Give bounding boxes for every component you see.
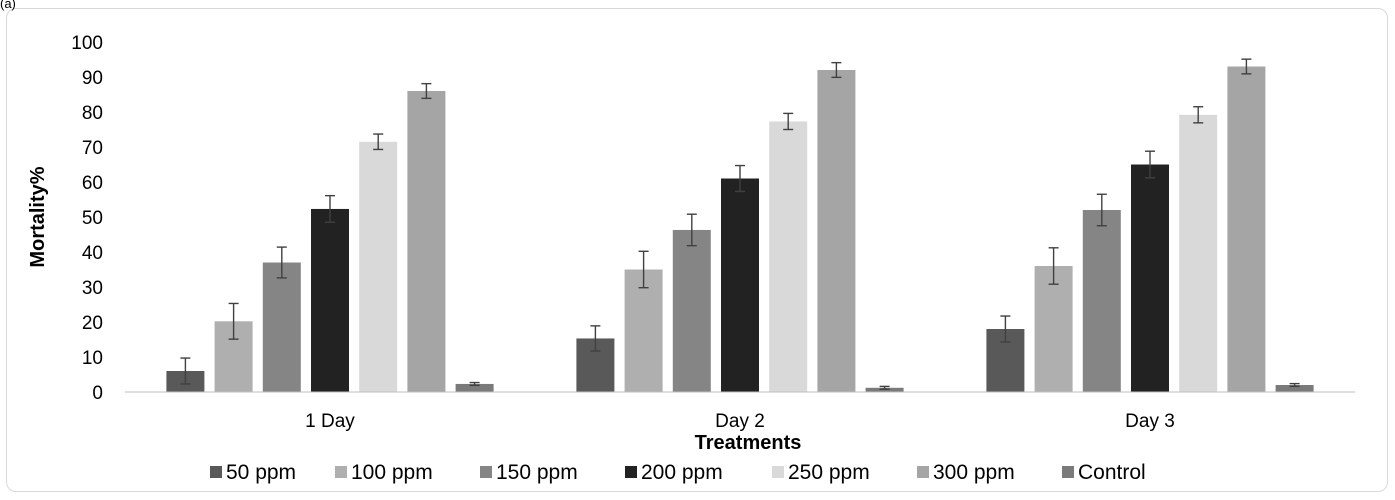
legend-label: 200 ppm (641, 461, 723, 484)
bar (1034, 266, 1073, 392)
error-bar (590, 325, 601, 352)
x-tick-label: 1 Day (305, 411, 355, 432)
error-bar (831, 61, 842, 79)
y-tick-label: 20 (82, 313, 103, 334)
y-tick-label: 50 (82, 208, 103, 229)
error-bar (686, 213, 697, 247)
bar (672, 229, 711, 392)
y-axis-title: Mortality% (27, 166, 49, 267)
legend-swatch (917, 466, 929, 478)
legend-label: 300 ppm (933, 461, 1015, 484)
bar (262, 262, 301, 392)
legend-swatch (335, 466, 347, 478)
error-bar (180, 357, 191, 385)
bar (624, 269, 663, 392)
y-tick-label: 80 (82, 103, 103, 124)
legend-swatch (625, 466, 637, 478)
bar (359, 141, 398, 392)
bar (1131, 164, 1169, 392)
y-tick-label: 30 (82, 278, 103, 299)
bar (817, 70, 856, 392)
error-bar (1289, 382, 1300, 388)
y-tick-label: 0 (92, 383, 103, 404)
panel-label: (a) (0, 0, 16, 11)
error-bar (1241, 58, 1252, 75)
bar (407, 91, 446, 392)
x-tick-label: Day 2 (715, 411, 765, 432)
error-bar (1096, 193, 1107, 227)
legend-swatch (1062, 466, 1074, 478)
bar (455, 383, 494, 392)
y-tick-label: 60 (82, 173, 103, 194)
error-bar (421, 82, 432, 100)
legend-label: 50 ppm (226, 461, 296, 484)
error-bar (638, 250, 649, 289)
bar (721, 178, 759, 392)
legend-label: 250 ppm (788, 461, 870, 484)
legend-label: 150 ppm (496, 461, 578, 484)
y-tick-label: 10 (82, 348, 103, 369)
error-bar (735, 164, 745, 193)
error-bar (325, 194, 335, 223)
legend-label: Control (1078, 461, 1146, 484)
bar (769, 121, 808, 392)
legend-swatch (210, 466, 222, 478)
legend-swatch (772, 466, 784, 478)
x-axis-ticks: 1 Day Day 2 Day 3 (305, 411, 1175, 432)
y-tick-label: 100 (71, 33, 103, 54)
error-bar (1145, 150, 1155, 179)
x-axis-title: Treatments (695, 432, 802, 454)
legend-item: 250 ppm (772, 461, 870, 484)
error-bar (783, 112, 794, 131)
legend: 50 ppm 100 ppm 150 ppm 200 ppm 250 ppm 300 pp… (210, 461, 1146, 484)
error-bar (469, 381, 480, 387)
bar (1179, 114, 1218, 393)
error-bar (1000, 315, 1011, 343)
bar (1275, 385, 1314, 392)
error-bar (228, 302, 239, 340)
error-bar (373, 133, 384, 151)
legend-swatch (480, 466, 492, 478)
legend-item: 200 ppm (625, 461, 723, 484)
y-tick-label: 70 (82, 138, 103, 159)
error-bar (1193, 106, 1204, 124)
legend-item: 300 ppm (917, 461, 1015, 484)
legend-item: Control (1062, 461, 1146, 484)
x-tick-label: Day 3 (1125, 411, 1175, 432)
legend-label: 100 ppm (351, 461, 433, 484)
y-tick-label: 40 (82, 243, 103, 264)
legend-item: 100 ppm (335, 461, 433, 484)
bar (1227, 66, 1266, 392)
legend-item: 50 ppm (210, 461, 296, 484)
bar (1082, 210, 1121, 392)
bar-group (166, 66, 1314, 393)
y-axis-ticks: 0 10 20 30 40 50 60 70 80 90 100 (71, 33, 103, 404)
error-bar-group (180, 58, 1300, 390)
error-bar (879, 385, 890, 390)
error-bar (276, 246, 287, 279)
bar (311, 208, 349, 392)
legend-item: 150 ppm (480, 461, 578, 484)
y-tick-label: 90 (82, 68, 103, 89)
error-bar (1048, 247, 1059, 285)
